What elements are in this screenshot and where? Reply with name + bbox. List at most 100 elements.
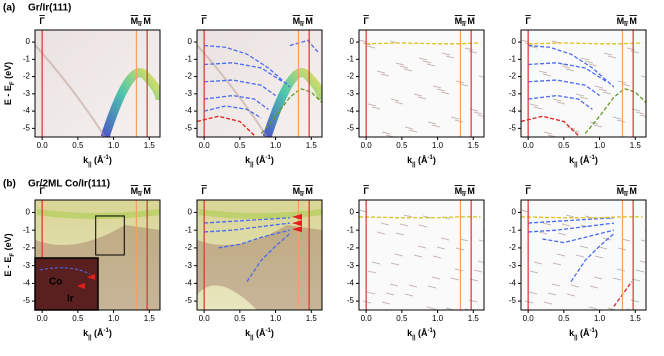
intensity-band bbox=[198, 209, 322, 219]
symmetry-name: Γ bbox=[363, 186, 369, 196]
noise-streak bbox=[459, 83, 469, 87]
noise-streak bbox=[561, 223, 571, 227]
x-axis-label: k|| (Å-1) bbox=[83, 155, 112, 168]
symmetry-sub: Ir bbox=[462, 22, 467, 28]
y-tick-label: -2 bbox=[509, 243, 517, 252]
x-axis-label: k|| (Å-1) bbox=[83, 328, 112, 341]
x-tick-label: 0.5 bbox=[234, 141, 246, 150]
noise-streak bbox=[639, 260, 646, 264]
symmetry-sub: Ir bbox=[624, 22, 629, 28]
noise-streak bbox=[584, 60, 594, 64]
noise-streak bbox=[367, 103, 377, 107]
x-label-part: || bbox=[412, 162, 416, 168]
noise-streak bbox=[450, 277, 460, 281]
symmetry-name: M bbox=[305, 186, 313, 196]
noise-streak bbox=[440, 237, 450, 241]
noise-streak bbox=[445, 55, 455, 59]
noise-streak bbox=[408, 284, 418, 288]
noise-streak bbox=[579, 96, 589, 100]
band-curve bbox=[521, 216, 643, 219]
x-tick-label: 0.5 bbox=[396, 314, 408, 323]
noise-streak bbox=[543, 301, 553, 305]
band-curve bbox=[528, 62, 608, 83]
noise-streak bbox=[626, 308, 634, 310]
plot-area bbox=[197, 200, 322, 310]
x-tick-label: 1.0 bbox=[270, 314, 282, 323]
x-label-part: k bbox=[245, 328, 251, 338]
x-label-part: || bbox=[574, 335, 578, 341]
symmetry-sub: Ir bbox=[462, 192, 467, 198]
noise-streak bbox=[394, 253, 404, 257]
noise-streak bbox=[621, 83, 631, 87]
noise-streak bbox=[440, 91, 450, 95]
y-tick-label: -3 bbox=[347, 261, 355, 270]
noise-streak bbox=[589, 285, 599, 289]
frame bbox=[196, 199, 323, 311]
y-tick-label: -4 bbox=[23, 278, 31, 287]
x-tick-label: 1.5 bbox=[468, 141, 480, 150]
noise-streak bbox=[538, 70, 548, 74]
noise-streak bbox=[598, 88, 608, 92]
symmetry-name: Γ bbox=[363, 16, 369, 26]
x-tick-label: 0.5 bbox=[72, 314, 84, 323]
noise-streak bbox=[426, 63, 436, 67]
intensity-band bbox=[100, 68, 160, 137]
noise-streak bbox=[417, 245, 427, 249]
intensity-band bbox=[35, 44, 106, 137]
x-tick-label: 0.5 bbox=[558, 314, 570, 323]
x-axis-label: k|| (Å-1) bbox=[245, 328, 274, 341]
inset-label: Co bbox=[49, 277, 62, 288]
noise-streak bbox=[380, 222, 390, 226]
x-label-part: || bbox=[574, 162, 578, 168]
symmetry-name: M bbox=[629, 16, 637, 26]
x-label-part: (Å bbox=[92, 328, 104, 338]
y-tick-label: 0 bbox=[188, 208, 193, 217]
noise-streak bbox=[598, 246, 608, 250]
symmetry-sub: Ir bbox=[138, 192, 143, 198]
y-tick-label: -4 bbox=[23, 106, 31, 115]
y-tick-label: -1 bbox=[185, 225, 193, 234]
x-label-part: -1 bbox=[104, 155, 110, 161]
row-title: Gr/Ir(111) bbox=[28, 3, 71, 14]
arrow bbox=[292, 220, 302, 227]
x-tick-label: 0.5 bbox=[72, 141, 84, 150]
noise-streak bbox=[441, 52, 451, 56]
noise-streak bbox=[404, 293, 414, 297]
symmetry-label: Γ bbox=[201, 186, 207, 196]
band-curve bbox=[528, 44, 615, 88]
y-tick-label: -5 bbox=[509, 123, 517, 132]
inset-arrow bbox=[77, 283, 85, 289]
x-label-part: (Å bbox=[578, 328, 590, 338]
noise-streak bbox=[436, 88, 446, 92]
symmetry-name: M bbox=[143, 16, 151, 26]
y-tick-label: -2 bbox=[23, 243, 31, 252]
y-label-part: E - E bbox=[3, 85, 13, 105]
noise-streak bbox=[570, 284, 580, 288]
y-tick-label: -3 bbox=[23, 89, 31, 98]
noise-streak bbox=[603, 52, 613, 56]
symmetry-label: MIr bbox=[455, 16, 467, 27]
noise-streak bbox=[594, 255, 604, 259]
noise-streak bbox=[478, 75, 484, 78]
symmetry-name: M bbox=[467, 186, 475, 196]
y-tick-label: -1 bbox=[23, 54, 31, 63]
x-label-part: k bbox=[83, 155, 89, 165]
x-tick-label: 1.0 bbox=[432, 141, 444, 150]
symmetry-name: Γ bbox=[525, 16, 531, 26]
noise-streak bbox=[366, 291, 376, 295]
x-tick-label: 0.0 bbox=[361, 314, 373, 323]
noise-streak bbox=[529, 103, 539, 107]
x-axis-label: k|| (Å-1) bbox=[407, 155, 436, 168]
symmetry-name: M bbox=[293, 186, 301, 196]
y-tick-label: 0 bbox=[26, 37, 31, 46]
symmetry-label: M bbox=[305, 16, 313, 26]
x-label-part: -1 bbox=[104, 328, 110, 334]
band-curve bbox=[528, 79, 600, 97]
x-tick-label: 0.0 bbox=[199, 314, 211, 323]
band-curve bbox=[528, 94, 593, 110]
y-tick-label: -1 bbox=[509, 225, 517, 234]
noise-streak bbox=[464, 308, 472, 310]
symmetry-name: Γ bbox=[525, 186, 531, 196]
noise-streak bbox=[432, 255, 442, 259]
